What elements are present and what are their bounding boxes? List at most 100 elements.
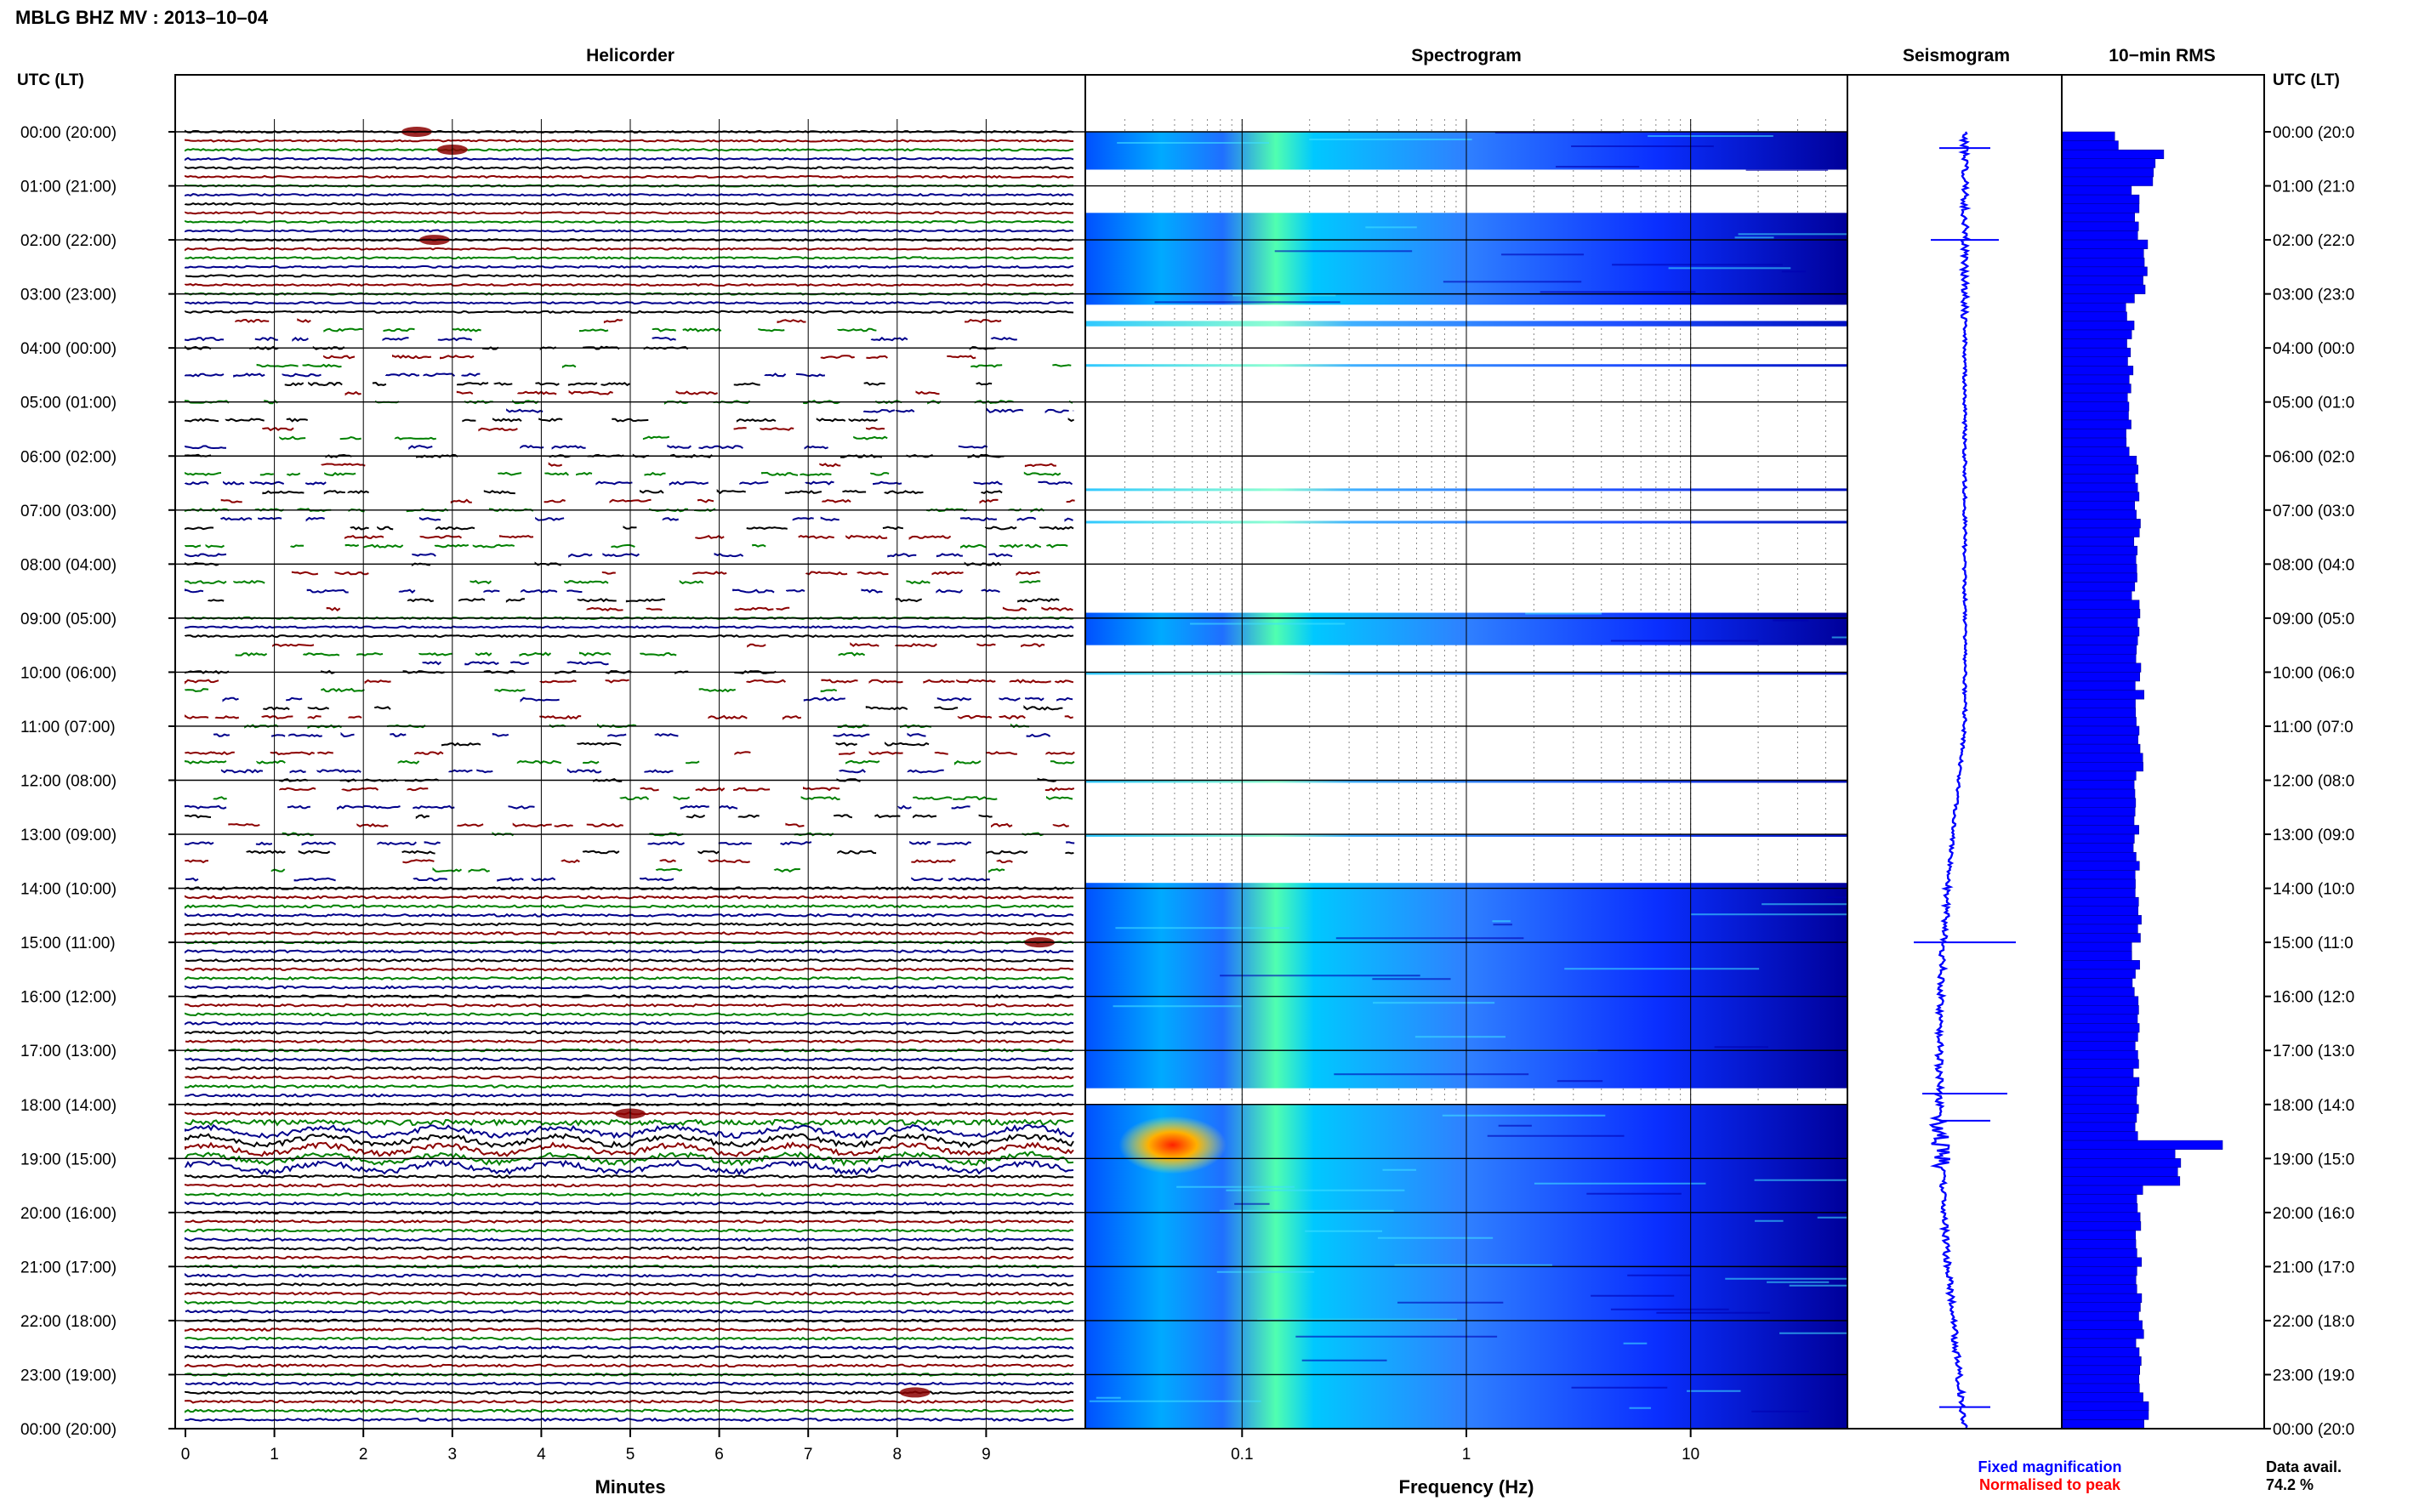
helicorder-trace: [185, 148, 1074, 152]
rms-bar: [2061, 672, 2140, 682]
rms-bar: [2061, 338, 2127, 349]
helicorder-trace: [185, 1084, 1074, 1089]
rms-bar: [2061, 356, 2128, 367]
time-label-right: 10:00 (06:0: [2273, 664, 2354, 682]
helicorder-trace: [185, 1246, 1074, 1251]
helicorder-trace: [208, 598, 1060, 603]
spectrogram-noise: [1714, 1046, 1768, 1049]
time-label-left: 15:00 (11:00): [20, 935, 116, 952]
spectrogram-noise: [1295, 1335, 1498, 1338]
helicorder-trace: [185, 418, 1075, 423]
helicorder-trace: [185, 1075, 1074, 1080]
rms-bar: [2061, 680, 2136, 691]
helicorder-xlabel: Minutes: [595, 1476, 665, 1498]
spectrogram-noise: [1498, 1124, 1532, 1127]
spectrogram-noise: [1762, 903, 1847, 906]
rms-bar: [2061, 969, 2136, 979]
time-label-left: 22:00 (18:00): [20, 1313, 117, 1331]
helicorder-trace: [185, 931, 1074, 936]
helicorder-trace: [323, 327, 877, 333]
helicorder-trace: [185, 256, 1074, 260]
rms-bar: [2061, 1374, 2139, 1384]
rms-bar: [2061, 1311, 2139, 1322]
time-label-left: 19:00 (15:00): [20, 1151, 117, 1168]
spectrogram-noise: [1154, 301, 1340, 304]
spectrogram-noise: [1789, 1284, 1847, 1287]
rms-bar: [2061, 500, 2135, 511]
helicorder-trace: [284, 381, 993, 387]
helicorder-xtick-label: 7: [804, 1446, 813, 1464]
helicorder-trace: [185, 166, 1074, 170]
time-label-left: 07:00 (03:00): [20, 503, 117, 520]
spectrogram-noise: [1586, 1192, 1682, 1195]
rms-bar: [2061, 843, 2134, 853]
spectrogram-noise: [1738, 233, 1847, 236]
helicorder-trace: [185, 687, 838, 693]
helicorder-trace: [185, 264, 1074, 269]
rms-bar: [2061, 978, 2133, 988]
right-axis-title: UTC (LT): [2273, 71, 2340, 89]
rms-bar: [2061, 653, 2137, 664]
rms-bar: [2061, 960, 2140, 970]
helicorder-trace: [185, 336, 1017, 342]
spectrogram-noise: [1725, 1277, 1847, 1280]
helicorder-trace: [185, 949, 1074, 954]
spectrogram-noise: [1382, 1168, 1416, 1171]
rms-bar: [2061, 582, 2136, 592]
fixed-magnification-label: Fixed magnification: [1978, 1458, 2121, 1475]
rms-bar: [2061, 266, 2148, 276]
time-label-left: 17:00 (13:00): [20, 1043, 117, 1060]
helicorder-trace: [326, 606, 1073, 612]
spectrogram-noise: [1754, 1179, 1847, 1181]
rms-bar: [2061, 158, 2156, 168]
rms-bar: [2061, 213, 2135, 223]
helicorder-xtick-label: 9: [982, 1446, 991, 1464]
helicorder-trace: [185, 1159, 1074, 1176]
rms-bar: [2061, 1383, 2140, 1393]
rms-bar: [2061, 446, 2130, 457]
rms-bar: [2061, 276, 2143, 286]
time-label-right: 20:00 (16:0: [2273, 1205, 2354, 1223]
helicorder-trace: [185, 1012, 1074, 1017]
rms-bar: [2061, 770, 2137, 781]
rms-bar: [2061, 1257, 2143, 1267]
helicorder-trace: [185, 1003, 1073, 1008]
rms-bar: [2061, 690, 2144, 700]
spectrogram-noise: [1745, 169, 1829, 171]
spectrogram-noise: [1442, 1114, 1606, 1117]
time-label-right: 16:00 (12:0: [2273, 989, 2354, 1007]
rms-bar: [2061, 411, 2129, 421]
spectrogram-peak: [1118, 1116, 1227, 1174]
helicorder-trace: [185, 1133, 1074, 1149]
rms-bar: [2061, 401, 2130, 412]
rms-bar: [2061, 1122, 2136, 1132]
spectrogram-noise: [1226, 1189, 1405, 1191]
spectrogram-noise: [1571, 145, 1714, 147]
time-label-right: 15:00 (11:0: [2273, 935, 2354, 952]
rms-bar: [2061, 554, 2137, 565]
rms-bar: [2061, 230, 2138, 241]
helicorder-trace: [185, 1309, 1074, 1314]
helicorder-trace: [185, 912, 1074, 918]
spectrogram-title: Spectrogram: [1411, 46, 1522, 65]
rms-bar: [2061, 429, 2126, 439]
helicorder-trace: [291, 571, 1040, 577]
rms-bar: [2061, 1068, 2134, 1078]
spectrogram-noise: [1501, 253, 1585, 256]
rms-bar: [2061, 258, 2145, 268]
rms-bar: [2061, 906, 2138, 916]
helicorder-trace: [185, 994, 1074, 999]
rms-bar: [2061, 1059, 2139, 1069]
spectrogram-noise: [1334, 1073, 1529, 1076]
spectrogram-noise: [1089, 1400, 1261, 1402]
helicorder-title: Helicorder: [586, 46, 674, 65]
time-label-left: 05:00 (01:00): [20, 395, 117, 412]
helicorder-trace: [185, 877, 990, 882]
rms-bar: [2061, 1005, 2139, 1015]
rms-bar: [2061, 168, 2154, 178]
rms-bar: [2061, 176, 2154, 186]
helicorder-xtick-label: 4: [537, 1446, 546, 1464]
helicorder-trace: [185, 1390, 1074, 1395]
helicorder-trace: [323, 354, 976, 360]
rms-bar: [2061, 456, 2137, 466]
